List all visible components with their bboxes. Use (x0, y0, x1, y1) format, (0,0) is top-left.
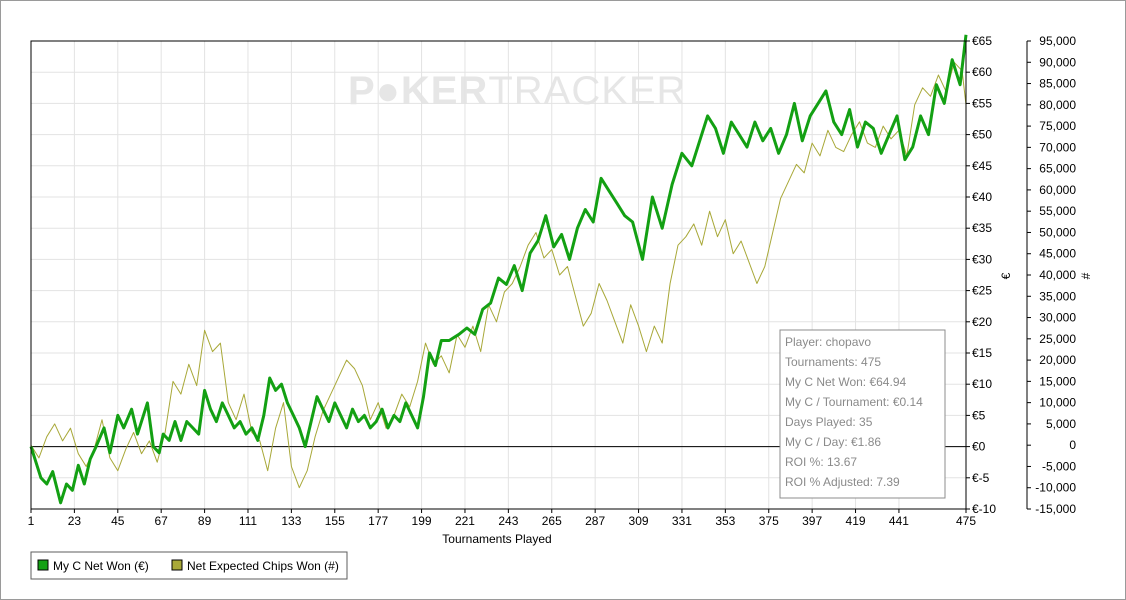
y-right-tick-label: 35,000 (1039, 289, 1076, 303)
y-right-tick-label: 15,000 (1039, 374, 1076, 388)
x-axis-ticks: 1 23 45 67 89 111 133 155 177 199 221 243 265 287 309 3… (28, 509, 976, 528)
x-tick-label: 475 (956, 514, 976, 528)
y-right-tick-label: 10,000 (1039, 396, 1076, 410)
x-tick-label: 1 (28, 514, 35, 528)
y-right-tick-label: 80,000 (1039, 98, 1076, 112)
x-tick-label: 397 (802, 514, 822, 528)
x-tick-label: 441 (889, 514, 909, 528)
x-tick-label: 353 (715, 514, 735, 528)
x-tick-label: 375 (759, 514, 779, 528)
y-left-tick-label: €40 (972, 190, 992, 204)
y-left-tick-label: €55 (972, 96, 992, 110)
y-right-tick-label: 0 (1069, 438, 1076, 452)
y-right-tick-label: 70,000 (1039, 140, 1076, 154)
y-right-tick-label: 90,000 (1039, 55, 1076, 69)
y-right-tick-label: 75,000 (1039, 119, 1076, 133)
stats-line: Days Played: 35 (785, 415, 873, 429)
legend-label-expected-chips: Net Expected Chips Won (#) (187, 559, 339, 573)
y-right-axis-title: # (1079, 272, 1093, 279)
y-left-tick-label: €60 (972, 65, 992, 79)
x-tick-label: 111 (239, 514, 258, 528)
y-right-tick-label: 45,000 (1039, 247, 1076, 261)
y-right-tick-label: -15,000 (1035, 502, 1076, 516)
y-left-tick-label: €25 (972, 284, 992, 298)
x-tick-label: 199 (412, 514, 432, 528)
x-tick-label: 287 (585, 514, 605, 528)
x-tick-label: 89 (198, 514, 212, 528)
y-left-axis-ticks: €65 €60 €55 €50 €45 €40 €35 €30 €25 €20 €15 €10 €5 €0… (966, 34, 996, 516)
y-right-tick-label: 5,000 (1046, 417, 1076, 431)
x-tick-label: 177 (368, 514, 388, 528)
y-right-tick-label: 95,000 (1039, 34, 1076, 48)
y-left-tick-label: €65 (972, 34, 992, 48)
y-right-tick-label: 25,000 (1039, 332, 1076, 346)
y-left-tick-label: €50 (972, 128, 992, 142)
gridlines (31, 41, 966, 509)
x-tick-label: 309 (629, 514, 649, 528)
y-right-tick-label: 20,000 (1039, 353, 1076, 367)
y-left-tick-label: €-10 (972, 502, 996, 516)
y-right-tick-label: 60,000 (1039, 183, 1076, 197)
y-left-tick-label: €10 (972, 377, 992, 391)
y-right-tick-label: 30,000 (1039, 311, 1076, 325)
y-left-tick-label: €20 (972, 315, 992, 329)
series-lines (29, 34, 968, 505)
y-right-axis-ticks: 95,000 90,000 85,000 80,000 75,000 70,000 65,0… (1026, 34, 1076, 516)
series-line-expected-chips (30, 61, 967, 489)
poker-tracker-watermark: P●KERTRACKER (348, 69, 686, 113)
x-tick-label: 243 (498, 514, 518, 528)
y-left-tick-label: €30 (972, 252, 992, 266)
legend: My C Net Won (€) Net Expected Chips Won … (30, 551, 348, 580)
series-line-net-won (29, 34, 968, 505)
stats-line: Tournaments: 475 (785, 355, 881, 369)
stats-line: Player: chopavo (785, 335, 871, 349)
stats-line: ROI % Adjusted: 7.39 (785, 475, 900, 489)
x-tick-label: 155 (325, 514, 345, 528)
y-left-tick-label: €-5 (972, 471, 990, 485)
stats-line: My C / Day: €1.86 (785, 435, 881, 449)
legend-swatch-expected-chips (171, 559, 183, 571)
plot-border (30, 40, 967, 510)
y-right-tick-label: 85,000 (1039, 77, 1076, 91)
y-right-tick-label: 65,000 (1039, 162, 1076, 176)
y-left-axis-title: € (999, 272, 1013, 279)
y-left-tick-label: €15 (972, 346, 992, 360)
y-right-tick-label: 55,000 (1039, 204, 1076, 218)
y-right-tick-label: 50,000 (1039, 225, 1076, 239)
y-right-tick-label: -10,000 (1035, 481, 1076, 495)
x-tick-label: 221 (455, 514, 475, 528)
legend-swatch-net-won (37, 559, 49, 571)
y-left-tick-label: €0 (972, 440, 986, 454)
y-right-tick-label: -5,000 (1042, 459, 1076, 473)
y-left-tick-label: €5 (972, 408, 986, 422)
stats-line: My C Net Won: €64.94 (785, 375, 906, 389)
x-tick-label: 133 (281, 514, 301, 528)
x-tick-label: 419 (846, 514, 866, 528)
x-tick-label: 67 (155, 514, 169, 528)
watermark-p: P (348, 69, 376, 113)
stats-line: My C / Tournament: €0.14 (785, 395, 923, 409)
watermark-chip-icon: ● (376, 69, 401, 113)
x-tick-label: 265 (542, 514, 562, 528)
y-left-tick-label: €35 (972, 221, 992, 235)
x-tick-label: 23 (68, 514, 82, 528)
x-tick-label: 45 (111, 514, 125, 528)
svg-text:P●KERTRACKER: P●KERTRACKER (348, 69, 686, 113)
stats-line: ROI %: 13.67 (785, 455, 857, 469)
legend-label-net-won: My C Net Won (€) (53, 559, 149, 573)
player-stats-box: Player: chopavo Tournaments: 475 My C Net … (779, 329, 946, 499)
y-right-tick-label: 40,000 (1039, 268, 1076, 282)
x-axis-title: Tournaments Played (442, 532, 551, 546)
y-left-tick-label: €45 (972, 159, 992, 173)
watermark-ker: KER (401, 69, 488, 113)
x-tick-label: 331 (672, 514, 692, 528)
watermark-tracker: TRACKER (488, 69, 686, 113)
